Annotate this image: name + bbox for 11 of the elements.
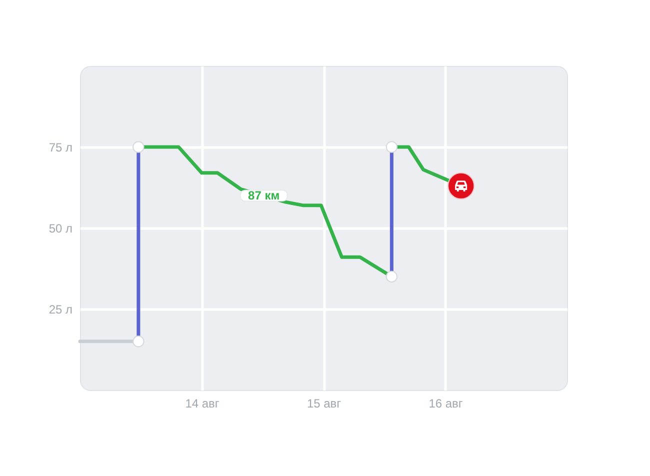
y-tick-label: 25 л bbox=[48, 302, 72, 316]
x-tick-label: 14 авг bbox=[185, 396, 220, 410]
point bbox=[132, 336, 144, 348]
point bbox=[132, 141, 144, 153]
point bbox=[386, 270, 398, 282]
point bbox=[386, 141, 398, 153]
annotation: 87 км bbox=[248, 188, 280, 203]
y-tick-label: 50 л bbox=[48, 222, 72, 236]
x-tick-label: 16 авг bbox=[428, 396, 464, 410]
x-tick-label: 15 авг bbox=[306, 396, 342, 410]
y-tick-label: 75 л bbox=[48, 140, 72, 154]
